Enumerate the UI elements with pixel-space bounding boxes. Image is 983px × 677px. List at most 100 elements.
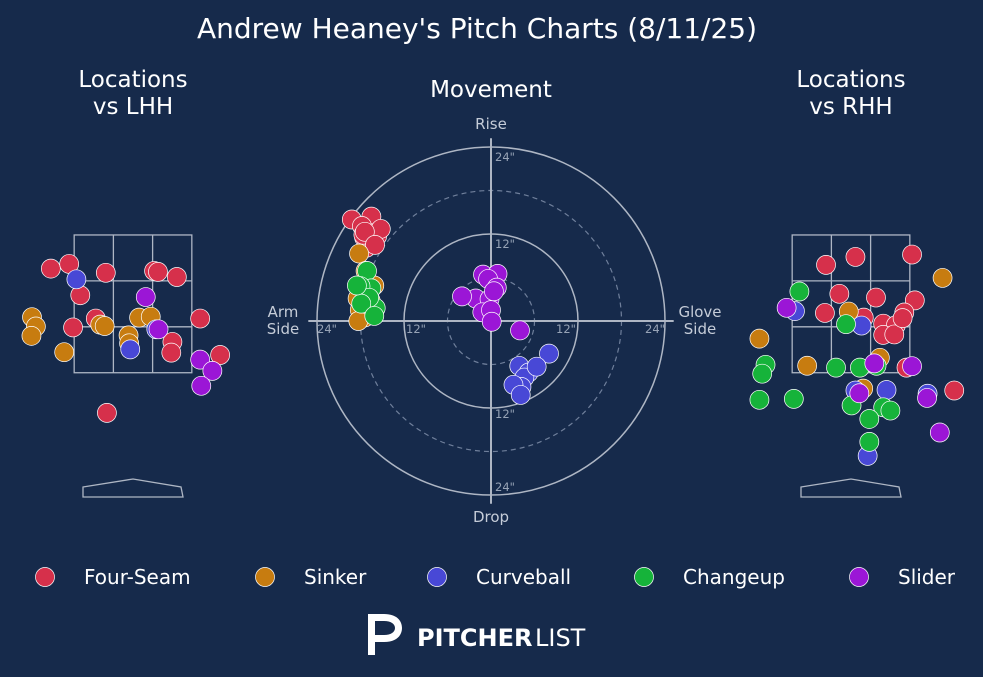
movement-pitch-point — [539, 343, 559, 364]
rhh-home-plate — [800, 478, 902, 498]
brand-name-light: LIST — [535, 624, 586, 652]
legend-item-sinker: Sinker — [255, 565, 367, 589]
lhh-pitch-point — [190, 349, 211, 370]
p-mark-shape — [368, 614, 402, 655]
movement-pitch-point — [349, 243, 369, 264]
rhh-pitch-point — [849, 383, 870, 404]
rhh-pitch-point — [859, 432, 880, 452]
rhh-pitch-point — [917, 388, 937, 408]
lhh-pitch-point — [166, 267, 187, 287]
rhh-pitch-point — [826, 357, 846, 378]
rhh-pitch-point — [845, 247, 866, 267]
movement-pitch-point — [510, 320, 530, 341]
lhh-pitch-point — [54, 342, 75, 363]
rhh-pitch-point — [902, 244, 922, 265]
rhh-pitch-point — [749, 328, 770, 349]
ring-label: 24" — [317, 322, 337, 336]
lhh-pitch-point — [95, 262, 116, 283]
ring-label: 12" — [556, 322, 576, 336]
lhh-pitch-point — [148, 262, 168, 282]
figure-title: Andrew Heaney's Pitch Charts (8/11/25) — [197, 12, 757, 45]
ring-label: 24" — [645, 322, 665, 336]
rhh-pitch-point — [789, 281, 810, 302]
rhh-title: Locations vs RHH — [796, 67, 905, 120]
ring-label: 12" — [406, 322, 426, 336]
lhh-pitch-point — [135, 287, 156, 307]
rhh-pitch-point — [816, 255, 836, 275]
rhh-pitch-point — [749, 389, 770, 410]
legend-swatch — [427, 567, 447, 587]
rhh-pitch-point — [944, 380, 965, 401]
rhh-pitch-point — [902, 356, 922, 377]
movement-pitch-point — [347, 275, 367, 296]
rhh-pitch-point — [876, 380, 897, 400]
rhh-pitch-point — [892, 308, 913, 328]
lhh-pitch-point — [161, 342, 182, 363]
lhh-pitch-point — [66, 269, 87, 290]
arm-side-label: Arm Side — [267, 303, 299, 338]
legend-swatch — [634, 567, 654, 587]
legend-swatch — [849, 567, 869, 587]
movement-pitch-point — [481, 311, 502, 332]
lhh-pitch-point — [202, 361, 223, 381]
legend-item-slider: Slider — [849, 565, 956, 589]
movement-pitch-point — [452, 286, 472, 307]
legend-item-changeup: Changeup — [634, 565, 785, 589]
lhh-pitch-point — [94, 316, 115, 336]
rhh-pitch-point — [752, 363, 773, 384]
movement-pitch-point — [526, 356, 547, 377]
rhh-pitch-point — [884, 324, 905, 345]
lhh-pitch-point — [120, 339, 141, 360]
pitch-legend: Four-Seam Sinker Curveball Changeup Slider — [35, 565, 956, 589]
lhh-pitch-point — [148, 319, 169, 340]
rhh-pitch-point — [829, 283, 850, 304]
movement-pitch-point — [355, 221, 375, 242]
legend-label: Changeup — [683, 565, 785, 589]
rhh-pitch-point — [783, 389, 804, 409]
legend-item-curveball: Curveball — [427, 565, 571, 589]
rise-label: Rise — [475, 115, 507, 133]
rhh-pitch-point — [815, 303, 835, 323]
lhh-location-panel: Locations vs LHH — [21, 67, 230, 498]
movement-pitch-point — [365, 235, 385, 255]
lhh-pitch-point — [97, 403, 117, 423]
ring-label: 24" — [495, 150, 515, 164]
rhh-pitch-point — [859, 409, 880, 429]
brand-name-bold: PITCHER — [417, 624, 532, 652]
lhh-title: Locations vs LHH — [78, 67, 187, 120]
movement-pitch-point — [364, 306, 385, 326]
movement-pitch-point — [510, 385, 531, 405]
rhh-pitch-point — [864, 353, 885, 374]
rhh-pitch-point — [776, 297, 797, 318]
legend-item-four-seam: Four-Seam — [35, 565, 191, 589]
legend-label: Four-Seam — [84, 565, 191, 589]
legend-label: Curveball — [476, 565, 571, 589]
rhh-pitch-point — [932, 268, 953, 288]
lhh-pitch-point — [190, 308, 211, 329]
rhh-pitch-point — [929, 422, 950, 443]
drop-label: Drop — [473, 508, 509, 526]
ring-label: 12" — [495, 237, 515, 251]
rhh-pitch-point — [797, 355, 818, 376]
lhh-home-plate — [82, 478, 184, 498]
movement-pitch-point — [484, 281, 504, 302]
rhh-pitch-point — [866, 287, 886, 308]
lhh-pitch-point — [21, 325, 42, 346]
rhh-location-panel: Locations vs RHH — [749, 67, 965, 498]
rhh-pitch-point — [880, 400, 901, 421]
pitcherlist-brand: PITCHER LIST — [368, 614, 586, 655]
ring-label: 24" — [495, 480, 515, 494]
lhh-pitch-point — [210, 345, 230, 365]
ring-label: 12" — [495, 407, 515, 421]
glove-side-label: Glove Side — [678, 303, 721, 338]
lhh-pitch-point — [41, 258, 61, 279]
legend-swatch — [35, 567, 55, 587]
movement-title: Movement — [430, 77, 552, 103]
legend-swatch — [255, 567, 275, 587]
lhh-pitch-point — [63, 317, 83, 338]
pitcherlist-logo-icon — [368, 614, 402, 655]
rhh-pitch-point — [836, 314, 856, 335]
legend-label: Slider — [898, 565, 956, 589]
